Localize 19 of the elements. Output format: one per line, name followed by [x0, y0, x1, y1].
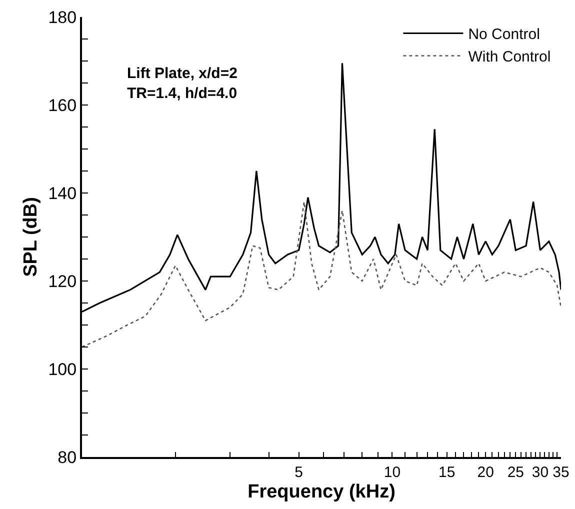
x-tick-label: 35	[552, 464, 570, 481]
x-tick-label: 5	[294, 464, 303, 481]
y-tick-label: 120	[48, 272, 77, 291]
x-tick-label: 30	[532, 464, 549, 481]
y-tick-label: 140	[48, 184, 77, 203]
x-tick-label: 10	[384, 464, 401, 481]
x-axis-title: Frequency (kHz)	[248, 481, 396, 502]
y-tick-label: 160	[48, 96, 77, 115]
x-tick-label: 15	[438, 464, 456, 481]
x-tick-label: 20	[477, 464, 494, 481]
annotation: TR=1.4, h/d=4.0	[127, 85, 238, 102]
x-tick-label: 25	[507, 464, 524, 481]
y-tick-label: 180	[48, 8, 77, 27]
y-axis-title: SPL (dB)	[20, 197, 42, 277]
annotation: Lift Plate, x/d=2	[127, 65, 238, 82]
legend-label: No Control	[468, 26, 540, 44]
y-tick-label: 100	[48, 360, 77, 379]
legend-label: With Control	[468, 48, 551, 66]
y-tick-label: 80	[58, 448, 77, 467]
